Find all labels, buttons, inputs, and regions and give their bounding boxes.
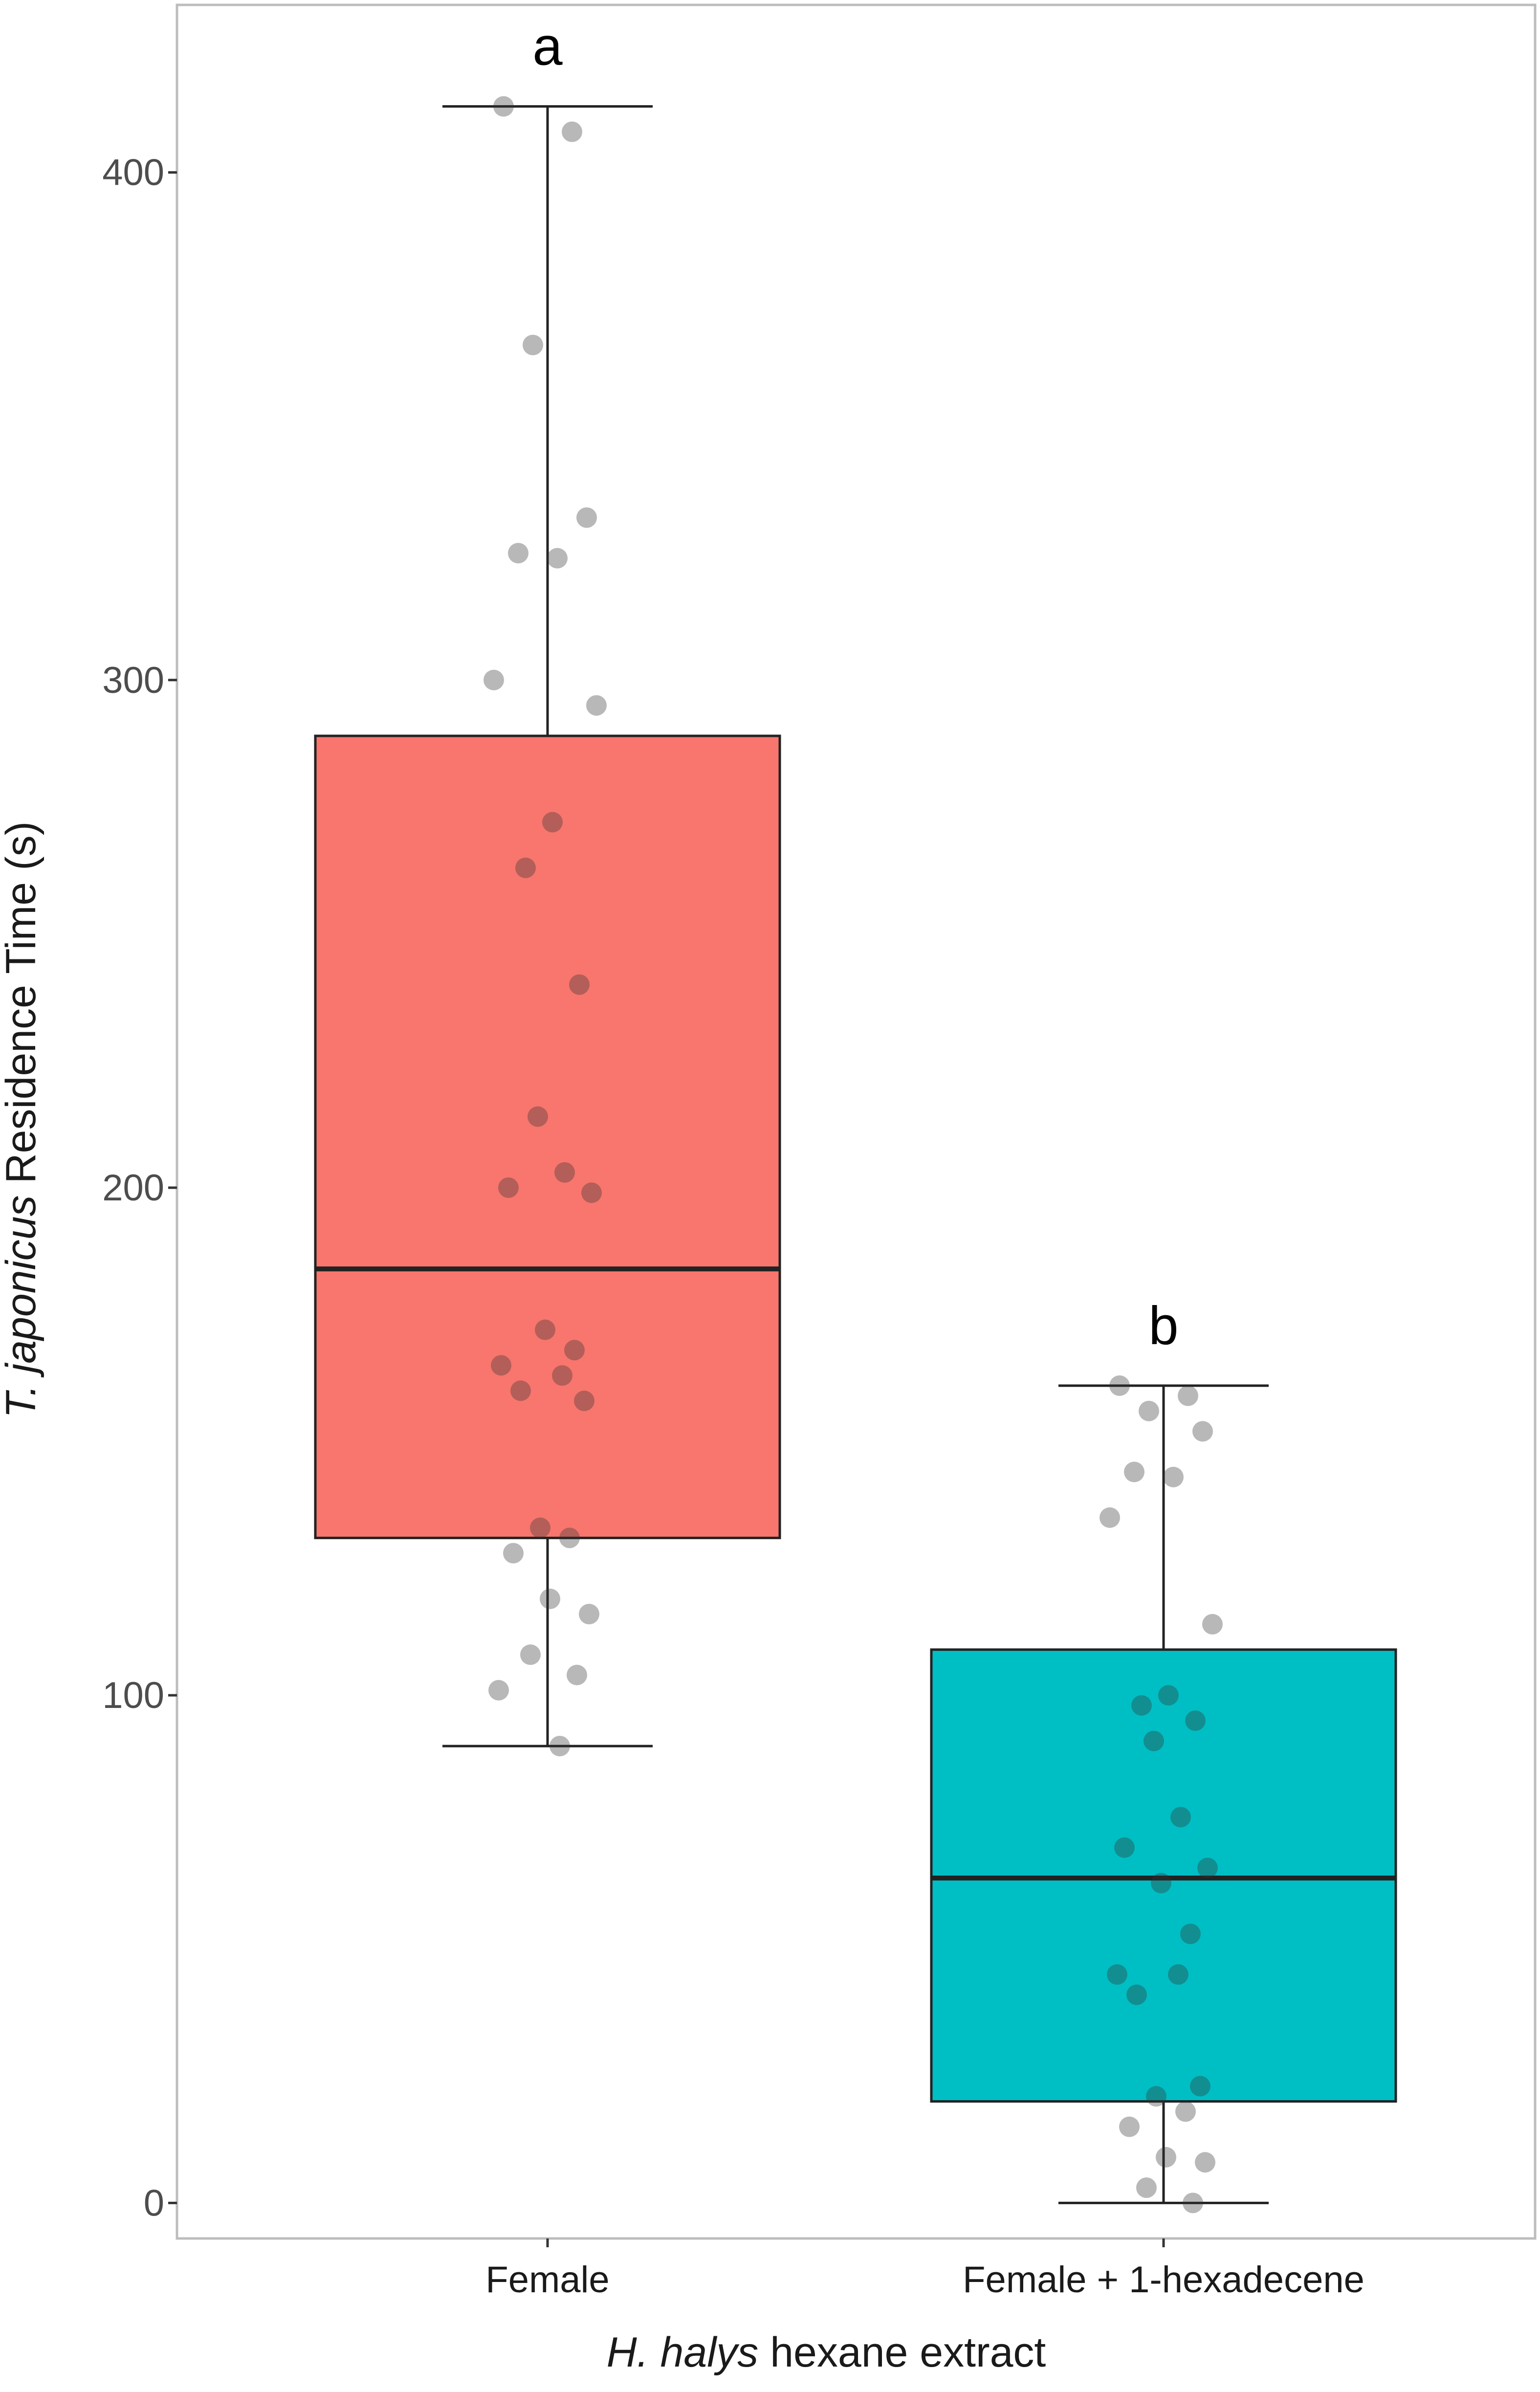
jitter-points-layer [484, 96, 1223, 2214]
data-point [535, 1319, 555, 1340]
data-point [574, 1391, 594, 1411]
data-point [1109, 1375, 1130, 1396]
data-point [528, 1106, 548, 1127]
data-point [586, 695, 607, 716]
data-point [1178, 1385, 1198, 1406]
data-point [564, 1340, 585, 1361]
data-point [567, 1664, 587, 1685]
x-axis: Female Female + 1-hexadecene [485, 2238, 1364, 2301]
data-point [1156, 2147, 1176, 2168]
data-point [515, 857, 536, 878]
data-point [503, 1543, 524, 1564]
significance-letter: a [532, 17, 563, 77]
data-point [1119, 2116, 1140, 2137]
data-point [581, 1182, 602, 1203]
box-iqr [314, 734, 781, 1539]
data-point [1144, 1730, 1164, 1751]
data-point [1185, 1710, 1206, 1731]
data-point [1146, 2086, 1166, 2107]
y-tick-label: 100 [102, 1675, 164, 1716]
data-point [508, 543, 528, 564]
data-point [1158, 1685, 1179, 1706]
y-tick-label: 200 [102, 1167, 164, 1209]
data-point [498, 1177, 519, 1198]
data-point [562, 121, 582, 142]
data-point [579, 1604, 599, 1625]
data-point [488, 1680, 509, 1701]
data-point [540, 1588, 560, 1609]
y-axis-title: T. japonicus Residence Time (s) [0, 821, 44, 1418]
data-point [520, 1644, 541, 1665]
data-point [569, 974, 590, 995]
data-point [550, 1735, 570, 1756]
data-point [1139, 1400, 1159, 1421]
data-point [1136, 2177, 1157, 2198]
data-point [559, 1528, 580, 1549]
data-point [493, 96, 514, 117]
x-axis-title: H. halys hexane extract [607, 2329, 1046, 2376]
data-point [1100, 1507, 1120, 1528]
data-point [1197, 1858, 1218, 1879]
data-point [1126, 1984, 1147, 2005]
data-point [1114, 1837, 1135, 1858]
data-point [1163, 1466, 1184, 1487]
data-point [576, 507, 597, 528]
data-point [491, 1355, 511, 1376]
data-point [1183, 2193, 1203, 2214]
data-point [1192, 1421, 1213, 1442]
significance-letters: ab [532, 17, 1178, 1356]
significance-letter: b [1148, 1296, 1178, 1356]
data-point [1170, 1807, 1191, 1828]
y-tick-label: 400 [102, 152, 164, 194]
data-point [552, 1365, 572, 1386]
y-axis: 0 100 200 300 400 [102, 152, 177, 2224]
data-point [523, 334, 543, 355]
data-point [1124, 1462, 1144, 1483]
data-point [1202, 1614, 1223, 1635]
data-point [484, 669, 504, 690]
data-point [1195, 2152, 1215, 2173]
data-point [1190, 2076, 1210, 2097]
y-tick-label: 300 [102, 660, 164, 701]
data-point [510, 1380, 531, 1401]
y-tick-label: 0 [144, 2182, 164, 2224]
data-point [554, 1162, 575, 1183]
data-point [1168, 1964, 1188, 1985]
box-iqr [930, 1648, 1397, 2103]
boxes-layer [314, 105, 1397, 2204]
data-point [530, 1517, 550, 1538]
x-tick-label: Female [485, 2259, 609, 2301]
plot-panel-border [176, 3, 1537, 2240]
data-point [1151, 1873, 1171, 1894]
data-point [542, 812, 563, 833]
data-point [1180, 1924, 1201, 1945]
data-point [1175, 2101, 1196, 2122]
data-point [1131, 1695, 1152, 1716]
data-point [547, 548, 568, 569]
data-point [1107, 1964, 1127, 1985]
x-tick-label: Female + 1-hexadecene [963, 2259, 1364, 2301]
